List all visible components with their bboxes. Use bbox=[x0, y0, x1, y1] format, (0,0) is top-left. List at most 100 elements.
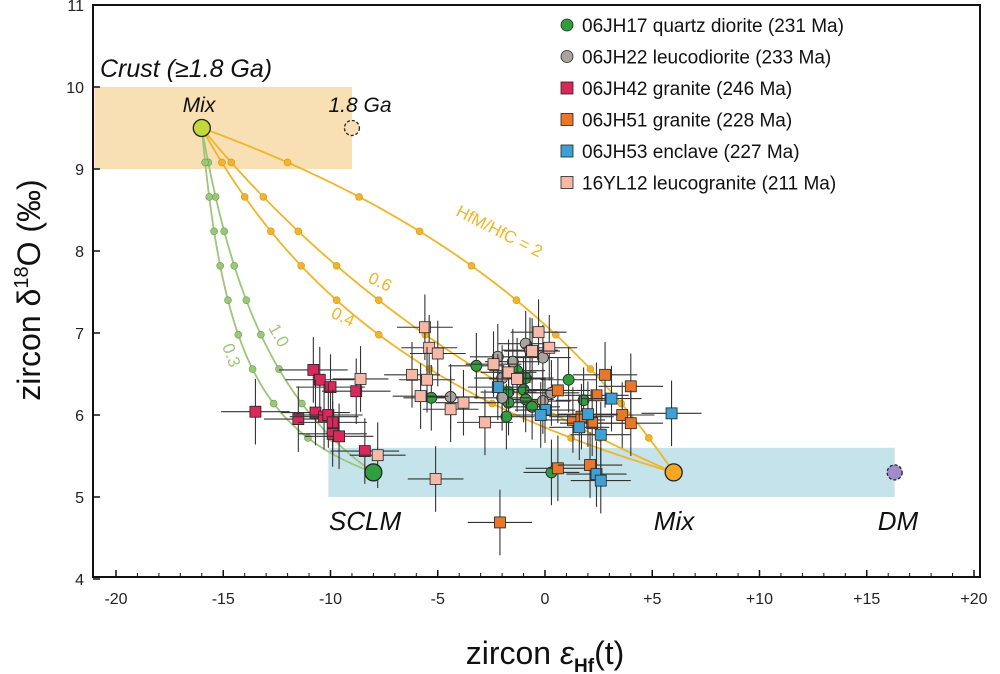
endmembers: Mix 1.8 Ga SCLM Mix DM bbox=[183, 94, 919, 536]
mixing-curve-label: 0.6 bbox=[365, 268, 394, 295]
data-point bbox=[221, 378, 290, 445]
data-point bbox=[304, 403, 374, 470]
point-marker bbox=[249, 405, 262, 418]
mixing-curve-dot bbox=[275, 365, 283, 373]
mixing-curve-dot bbox=[210, 227, 218, 236]
endmember-label: Mix bbox=[183, 94, 217, 117]
point-marker bbox=[487, 358, 500, 371]
mixing-curve-dot bbox=[269, 399, 278, 408]
data-point bbox=[557, 432, 623, 498]
y-tick-label: 7 bbox=[75, 326, 84, 343]
mixing-curve-dot bbox=[224, 296, 232, 305]
mixing-curve-dot bbox=[374, 296, 383, 305]
x-tick-label: -20 bbox=[104, 591, 127, 608]
data-point bbox=[525, 435, 591, 502]
mixing-curve-label: HfM/HfC = 2 bbox=[453, 202, 545, 262]
endmember-label: DM bbox=[878, 506, 919, 536]
legend-marker bbox=[560, 144, 574, 158]
y-tick-label: 4 bbox=[75, 572, 84, 589]
point-marker bbox=[517, 383, 530, 396]
mixing-curve-dot bbox=[234, 330, 243, 339]
point-marker bbox=[358, 445, 371, 457]
mixing-curve-dot bbox=[645, 434, 653, 442]
point-marker bbox=[354, 373, 367, 385]
point-marker bbox=[584, 459, 596, 471]
mixing-curve-dot bbox=[230, 261, 239, 270]
legend: 06JH17 quartz diorite (231 Ma) 06JH22 leu… bbox=[560, 16, 844, 195]
point-marker bbox=[494, 516, 506, 529]
point-marker bbox=[536, 351, 549, 364]
data-point bbox=[279, 337, 348, 403]
mixing-curve-dot bbox=[298, 399, 306, 408]
point-marker bbox=[594, 474, 607, 487]
point-marker bbox=[577, 394, 590, 407]
point-marker bbox=[292, 413, 305, 426]
point-marker bbox=[371, 449, 384, 462]
point-marker bbox=[605, 392, 618, 405]
legend-marker bbox=[560, 81, 574, 95]
legend-label: 06JH22 leucodiorite (233 Ma) bbox=[582, 48, 831, 69]
mixing-curve-dot bbox=[355, 193, 363, 201]
point-marker bbox=[324, 381, 337, 394]
mixing-curve-dot bbox=[283, 158, 292, 167]
point-marker bbox=[421, 373, 433, 386]
data-point bbox=[549, 394, 610, 461]
data-point bbox=[407, 446, 464, 512]
data-point bbox=[525, 357, 591, 424]
point-marker bbox=[313, 373, 326, 386]
point-marker bbox=[491, 381, 504, 394]
legend-marker bbox=[560, 18, 574, 32]
mixing-curve-label: 0.4 bbox=[328, 303, 357, 330]
legend-marker bbox=[560, 176, 574, 189]
mixing-curve-dot bbox=[267, 227, 275, 236]
data-point bbox=[467, 489, 533, 556]
mixing-curve-dot bbox=[586, 365, 595, 373]
point-marker bbox=[532, 326, 545, 339]
point-marker bbox=[599, 368, 611, 381]
mixing-curve-dot bbox=[374, 330, 383, 339]
endmember-marker bbox=[664, 463, 683, 482]
data-point bbox=[298, 401, 367, 467]
field-box bbox=[328, 447, 895, 497]
mixing-curve-dot bbox=[227, 158, 236, 167]
data-point bbox=[474, 364, 530, 431]
data-point bbox=[557, 381, 618, 447]
legend-label: 06JH51 granite (228 Ma) bbox=[582, 111, 792, 132]
point-marker bbox=[479, 416, 491, 429]
x-tick-label: -5 bbox=[431, 591, 445, 608]
x-axis-label: zircon εHf(t) bbox=[466, 635, 625, 674]
data-point bbox=[392, 363, 449, 429]
data-point bbox=[570, 447, 631, 514]
point-marker bbox=[429, 473, 442, 485]
legend-label: 06JH17 quartz diorite (231 Ma) bbox=[582, 16, 844, 37]
y-tick-label: 9 bbox=[75, 162, 84, 179]
x-tick-label: 0 bbox=[541, 591, 550, 608]
mixing-curve-dot bbox=[617, 399, 626, 408]
data-point bbox=[581, 365, 642, 432]
endmember-label: Mix bbox=[654, 506, 695, 536]
crust-field-label: Crust (≥1.8 Ga) bbox=[100, 55, 272, 83]
data-point bbox=[285, 346, 355, 413]
mixing-curve-dot bbox=[415, 227, 424, 236]
legend-marker bbox=[560, 113, 574, 126]
point-marker bbox=[624, 380, 637, 393]
data-point bbox=[399, 346, 455, 413]
point-marker bbox=[502, 366, 515, 379]
data-point bbox=[641, 380, 702, 447]
y-tick-label: 5 bbox=[75, 490, 84, 507]
data-point bbox=[422, 376, 479, 443]
endmember-label: 1.8 Ga bbox=[328, 94, 391, 117]
point-marker bbox=[511, 373, 524, 385]
data-point bbox=[572, 342, 638, 408]
data-point bbox=[401, 314, 458, 381]
x-tick-label: -10 bbox=[319, 591, 342, 608]
legend-label: 06JH42 granite (246 Ma) bbox=[582, 79, 792, 100]
point-marker bbox=[543, 341, 556, 354]
x-tick-label: -15 bbox=[212, 591, 235, 608]
point-marker bbox=[333, 430, 345, 443]
point-marker bbox=[562, 373, 575, 386]
mixing-curve-dot bbox=[488, 399, 497, 408]
point-marker bbox=[594, 428, 607, 441]
mixing-curve-dot bbox=[297, 261, 305, 270]
